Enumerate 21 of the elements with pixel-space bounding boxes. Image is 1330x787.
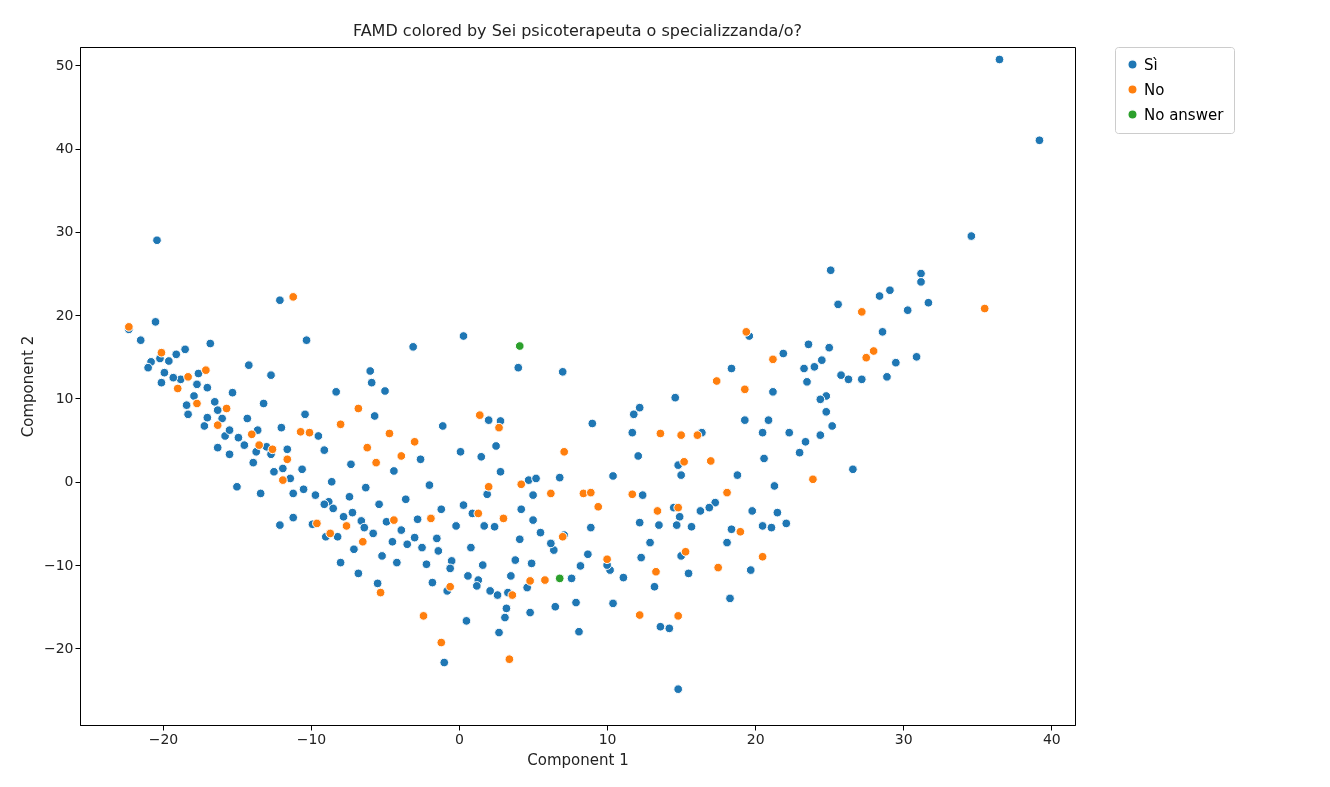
x-tick-label: 0 — [455, 730, 465, 747]
y-tick-label: 0 — [64, 473, 74, 490]
y-tick-label: 10 — [55, 389, 74, 406]
legend-label: No answer — [1144, 105, 1225, 124]
y-tick-label: −20 — [43, 639, 74, 656]
y-tick-label: 50 — [55, 56, 74, 73]
y-tick-label: 20 — [55, 306, 74, 323]
legend-label: Sì — [1144, 55, 1158, 74]
chart-title: FAMD colored by Sei psicoterapeuta o specializzanda/o? — [352, 20, 803, 40]
x-axis-title: Component 1 — [527, 750, 629, 769]
x-tick-label: −20 — [148, 730, 179, 747]
x-tick-label: 10 — [598, 730, 617, 747]
y-tick-label: 30 — [55, 223, 74, 240]
x-tick-label: 40 — [1042, 730, 1061, 747]
x-tick-label: 20 — [746, 730, 765, 747]
x-tick-label: 30 — [894, 730, 913, 747]
legend-label: No — [1144, 80, 1165, 99]
y-tick-label: −10 — [43, 556, 74, 573]
x-tick-label: −10 — [296, 730, 327, 747]
y-axis-title: Component 2 — [18, 335, 37, 438]
y-tick-label: 40 — [55, 140, 74, 157]
